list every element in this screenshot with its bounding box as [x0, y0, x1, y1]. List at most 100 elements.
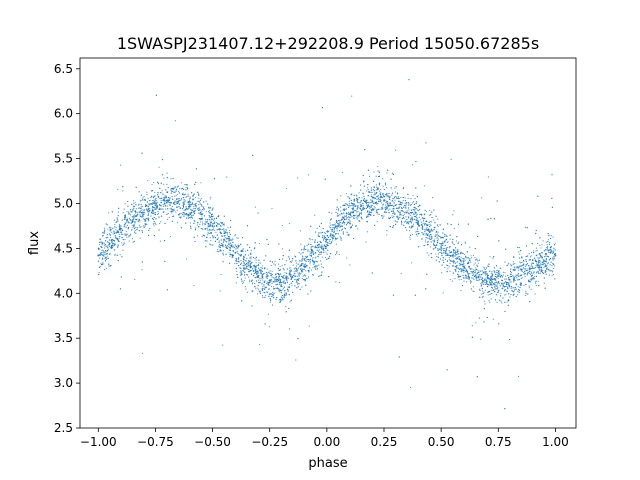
data-point [456, 240, 458, 242]
data-point [525, 269, 527, 272]
data-point [509, 281, 511, 283]
data-point [155, 218, 157, 220]
data-point [369, 211, 371, 213]
data-point [519, 284, 522, 286]
data-point [360, 204, 362, 206]
data-point [244, 286, 246, 288]
data-point [460, 256, 462, 258]
data-point [483, 300, 485, 302]
data-point [114, 253, 116, 255]
data-point [151, 202, 153, 204]
data-point [138, 203, 140, 205]
data-point [293, 271, 295, 273]
data-point [425, 228, 427, 230]
data-point [207, 234, 209, 236]
data-point [200, 210, 203, 212]
data-point [508, 262, 510, 264]
data-point [301, 259, 303, 261]
data-point [423, 185, 426, 187]
data-point [108, 239, 110, 241]
data-point [102, 257, 104, 259]
data-point [360, 202, 362, 204]
data-point [458, 241, 460, 243]
data-point [209, 198, 211, 200]
data-point [408, 209, 410, 211]
data-point [161, 197, 163, 199]
data-point [547, 249, 549, 251]
data-point [302, 271, 304, 273]
data-point [380, 191, 382, 193]
data-point [400, 272, 402, 275]
data-point [459, 258, 461, 260]
data-point [376, 189, 378, 191]
data-point [548, 274, 550, 276]
data-point [397, 211, 400, 213]
data-point [255, 270, 257, 272]
data-point [449, 252, 451, 254]
data-point [232, 242, 234, 244]
data-point [510, 286, 513, 288]
data-point [403, 224, 405, 226]
data-point [457, 249, 459, 251]
data-point [408, 212, 410, 214]
data-point [125, 231, 127, 233]
data-point [212, 207, 214, 209]
data-point [240, 269, 242, 272]
data-point [504, 408, 506, 410]
data-point [510, 287, 512, 290]
data-point [409, 238, 411, 240]
data-point [416, 209, 418, 211]
data-point [538, 259, 540, 261]
data-point [430, 221, 432, 223]
data-point [133, 224, 136, 226]
data-point [333, 229, 335, 231]
data-point [130, 209, 132, 211]
data-point [201, 205, 203, 207]
data-point [192, 214, 194, 216]
data-point [263, 287, 265, 290]
data-point [316, 249, 318, 251]
data-point [437, 242, 439, 244]
data-point [200, 182, 202, 184]
data-point [448, 266, 450, 268]
data-point [239, 254, 241, 256]
data-point [520, 268, 523, 270]
data-point [356, 208, 358, 210]
data-point [535, 265, 537, 267]
data-point [99, 265, 101, 268]
data-point [129, 219, 131, 221]
data-point [464, 274, 466, 276]
data-point [122, 233, 124, 235]
data-point [207, 203, 209, 205]
data-point [415, 219, 417, 221]
data-point [489, 256, 491, 258]
data-point [185, 196, 187, 198]
data-point [141, 269, 143, 271]
data-point [376, 188, 379, 190]
data-point [294, 273, 296, 275]
data-point [411, 233, 414, 236]
data-point [358, 197, 361, 199]
data-point [488, 265, 490, 267]
data-point [335, 243, 337, 245]
data-point [183, 199, 185, 201]
data-point [433, 239, 436, 241]
data-point [415, 214, 417, 216]
data-point [535, 247, 538, 249]
data-point [279, 269, 281, 271]
data-point [152, 201, 154, 204]
data-point [335, 208, 338, 210]
data-point [316, 261, 319, 263]
data-point [529, 265, 531, 267]
data-point [334, 223, 336, 225]
data-point [395, 195, 397, 197]
data-point [537, 242, 539, 245]
data-point [446, 254, 448, 257]
data-point [421, 227, 424, 229]
data-point [523, 272, 525, 274]
data-point [108, 263, 110, 265]
data-point [109, 253, 111, 255]
data-point [223, 228, 225, 230]
data-point [375, 184, 378, 186]
data-point [162, 211, 164, 213]
